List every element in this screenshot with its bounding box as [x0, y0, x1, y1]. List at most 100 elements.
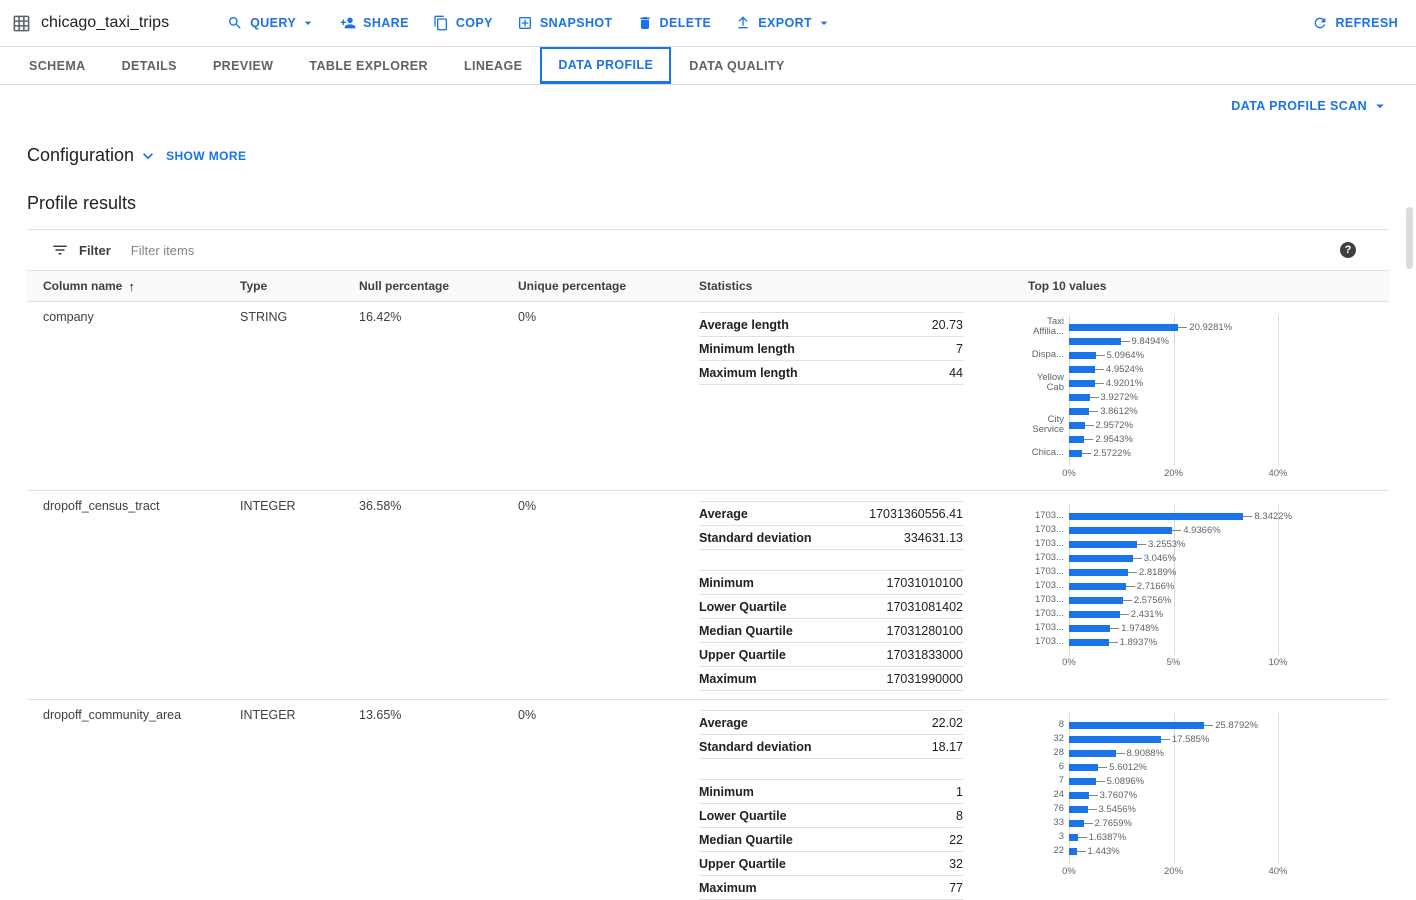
statistic-row: Minimum 1	[699, 779, 963, 803]
chart-bar	[1069, 365, 1095, 373]
copy-icon	[433, 15, 449, 31]
statistic-label: Upper Quartile	[699, 856, 786, 871]
export-button[interactable]: EXPORT	[723, 9, 844, 37]
cell-top-values: 8 25.8792% 32 17.585% 28 8.9088% 6 5.6012% 7 5.08…	[1012, 708, 1389, 900]
column-header-top-10-values: Top 10 values	[1012, 279, 1389, 293]
axis-tick-label: 40%	[1268, 866, 1288, 877]
cell-null-percentage: 13.65%	[359, 708, 402, 722]
top-toolbar: chicago_taxi_trips QUERY SHARE COPY SNAPSHO…	[0, 0, 1416, 47]
refresh-button[interactable]: REFRESH	[1312, 15, 1398, 31]
cell-top-values: Taxi Affilia... 20.9281% 9.8494% Dispa... 5.…	[1012, 310, 1389, 482]
chart-bar-cell: 2.7659%	[1069, 818, 1358, 829]
data-profile-scan-button[interactable]: DATA PROFILE SCAN	[1231, 93, 1389, 119]
tab-preview[interactable]: PREVIEW	[212, 58, 274, 73]
copy-button[interactable]: COPY	[421, 9, 505, 37]
filter-bar: Filter ?	[27, 230, 1389, 270]
chart-category-label: 1703...	[1034, 509, 1064, 521]
person-add-icon	[340, 15, 356, 31]
table-row-dropoff-census-tract: dropoff_census_tract INTEGER 36.58% 0% Avera…	[27, 491, 1389, 700]
chart-value-label: 2.5722%	[1082, 448, 1131, 459]
tab-data-profile[interactable]: DATA PROFILE	[540, 47, 672, 84]
toolbar-button-label: QUERY	[250, 16, 297, 30]
tab-data-quality[interactable]: DATA QUALITY	[689, 58, 785, 73]
query-button[interactable]: QUERY	[215, 9, 328, 37]
chart-value-label: 20.9281%	[1178, 322, 1232, 333]
statistic-value: 22.02	[931, 715, 963, 730]
tab-lineage[interactable]: LINEAGE	[463, 58, 523, 73]
statistic-label: Maximum	[699, 671, 757, 686]
chart-bar-cell: 2.431%	[1069, 609, 1358, 620]
chart-value-text: 4.9524%	[1105, 363, 1144, 375]
scrollbar-thumb[interactable]	[1406, 207, 1413, 269]
axis-tick-label: 0%	[1062, 866, 1076, 877]
help-icon[interactable]: ?	[1340, 242, 1356, 258]
chart-value-label: 2.5756%	[1122, 595, 1171, 606]
filter-input[interactable]	[130, 242, 1340, 258]
column-header-column-name[interactable]: Column name ↑	[27, 279, 224, 294]
tab-schema[interactable]: SCHEMA	[29, 58, 86, 73]
chart-bar	[1069, 540, 1137, 548]
chart-category-label: 24	[1053, 788, 1064, 800]
value-connector-line	[1094, 368, 1104, 370]
statistics-group: Average 17031360556.41 Standard deviation 3…	[699, 501, 963, 550]
column-header-label: Statistics	[699, 279, 753, 293]
statistic-label: Lower Quartile	[699, 808, 787, 823]
chart-value-text: 8.9088%	[1126, 747, 1165, 759]
refresh-icon	[1312, 15, 1328, 31]
delete-button[interactable]: DELETE	[625, 9, 724, 37]
chart-bar-cell: 2.5756%	[1069, 595, 1358, 606]
chart-x-axis: 0% 5% 10%	[1062, 657, 1358, 671]
value-connector-line	[1178, 326, 1188, 328]
chart-bar-cell: 1.443%	[1069, 846, 1358, 857]
chart-value-label: 2.7166%	[1125, 581, 1174, 592]
chart-category-label: 3	[1058, 830, 1064, 842]
column-header-null-percentage: Null percentage	[343, 279, 502, 293]
chart-gridlines	[1069, 713, 1279, 864]
table-header-row: Column name ↑ Type Null percentage Unique pe…	[27, 270, 1389, 302]
sort-ascending-icon[interactable]: ↑	[128, 278, 135, 294]
value-connector-line	[1120, 340, 1130, 342]
share-button[interactable]: SHARE	[328, 9, 421, 37]
statistic-value: 17031360556.41	[869, 506, 963, 521]
cell-unique-percentage: 0%	[518, 499, 537, 513]
chart-bar-row: 24 3.7607%	[1028, 788, 1358, 802]
top-values-bar-chart: Taxi Affilia... 20.9281% 9.8494% Dispa... 5.…	[1028, 310, 1358, 482]
chevron-down-icon[interactable]	[138, 146, 158, 166]
chart-value-text: 3.7607%	[1099, 789, 1138, 801]
tab-table-explorer[interactable]: TABLE EXPLORER	[309, 58, 428, 73]
value-connector-line	[1115, 752, 1125, 754]
chart-value-label: 5.0896%	[1095, 776, 1144, 787]
statistic-label: Median Quartile	[699, 623, 793, 638]
chart-value-text: 1.443%	[1087, 845, 1120, 857]
tab-details[interactable]: DETAILS	[121, 58, 177, 73]
chart-value-label: 2.9572%	[1084, 420, 1133, 431]
chart-bar-row: 1703... 2.431%	[1028, 607, 1358, 621]
profile-results-card: Filter ? Column name ↑ Type Null percentage…	[27, 229, 1389, 900]
refresh-button-label: REFRESH	[1335, 16, 1398, 30]
chart-bar-row: 76 3.5456%	[1028, 802, 1358, 816]
statistic-label: Average length	[699, 317, 789, 332]
show-more-button[interactable]: SHOW MORE	[166, 148, 247, 163]
chart-bar	[1069, 554, 1133, 562]
statistics-group: Average 22.02 Standard deviation 18.17	[699, 710, 963, 759]
scan-row: DATA PROFILE SCAN	[27, 93, 1389, 119]
statistic-label: Median Quartile	[699, 832, 793, 847]
chart-bar-cell: 3.5456%	[1069, 804, 1358, 815]
chart-category-label: 28	[1053, 746, 1064, 758]
value-connector-line	[1083, 822, 1093, 824]
chart-value-text: 5.6012%	[1109, 761, 1147, 773]
chart-bar	[1069, 735, 1161, 743]
cell-statistics: Average 22.02 Standard deviation 18.17 Minim…	[683, 708, 1012, 900]
toolbar-button-label: EXPORT	[758, 16, 813, 30]
chart-value-label: 4.9201%	[1094, 378, 1143, 389]
chart-value-label: 2.8189%	[1127, 567, 1176, 578]
chart-bar-row: 7 5.0896%	[1028, 774, 1358, 788]
chart-value-label: 1.6387%	[1077, 832, 1126, 843]
value-connector-line	[1087, 808, 1097, 810]
chart-bar-row: 3.9272%	[1028, 390, 1358, 404]
dropdown-caret-icon	[819, 15, 832, 31]
chart-bar-row: Yellow Cab 4.9201%	[1028, 372, 1358, 393]
snapshot-button[interactable]: SNAPSHOT	[505, 9, 625, 37]
value-connector-line	[1119, 613, 1129, 615]
statistic-label: Maximum length	[699, 365, 798, 380]
